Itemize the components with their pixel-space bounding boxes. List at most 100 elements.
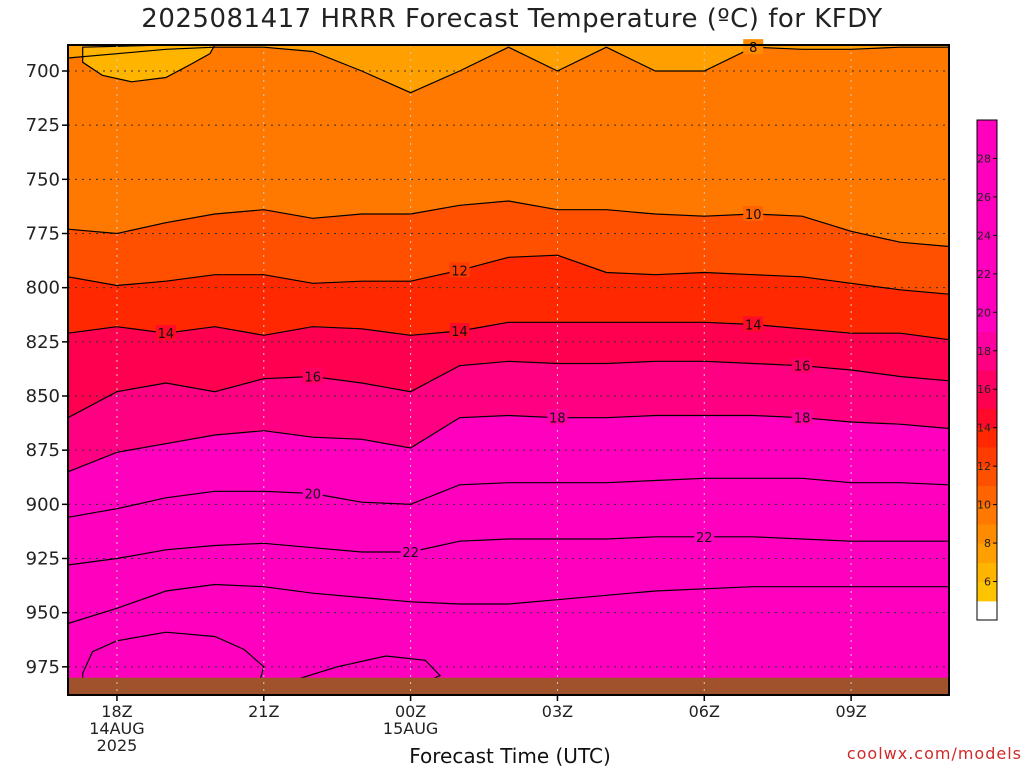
y-axis: 700 725 750 775 800 825 850 875 900 925 950 975 xyxy=(26,61,68,678)
isotherm-label-bg xyxy=(743,206,764,221)
isotherm-22 xyxy=(67,536,949,566)
colorbar-tick-label: 8 xyxy=(984,537,991,550)
colorbar-swatch xyxy=(977,446,997,467)
isotherm-8 xyxy=(67,46,949,94)
colorbar-tick-label: 6 xyxy=(984,576,991,589)
colorbar-frame xyxy=(976,119,998,621)
isotherm-14 xyxy=(67,321,950,341)
isotherm-label-bg xyxy=(743,316,764,332)
x-tick-label: 18Z xyxy=(101,702,132,721)
colorbar-swatch xyxy=(977,370,997,390)
y-tick-label: 800 xyxy=(26,278,60,299)
y-tick-label: 875 xyxy=(26,440,60,461)
y-tick-label: 925 xyxy=(26,549,60,570)
colorbar-swatch xyxy=(977,293,997,313)
colorbar-swatch xyxy=(977,273,997,294)
colorbar-swatch xyxy=(977,350,997,371)
y-tick-label: 825 xyxy=(26,332,60,353)
x-tick-label: 2025 xyxy=(97,736,138,755)
isotherm-label: 14 xyxy=(158,327,175,342)
colorbar-swatch xyxy=(977,312,997,333)
isotherm-12 xyxy=(67,254,950,295)
isotherm-20 xyxy=(67,477,950,518)
isotherm-labels: 8 10 12 14 14 14 16 16 18 18 20 22 22 xyxy=(155,39,813,561)
y-tick-label: 700 xyxy=(26,61,60,82)
isotherm-label: 22 xyxy=(696,531,713,546)
y-tick-label: 725 xyxy=(26,115,60,136)
colorbar-tick-label: 24 xyxy=(977,229,991,242)
isotherm-label-bg xyxy=(155,325,176,341)
x-tick-label: 03Z xyxy=(542,702,573,721)
surface-bar xyxy=(68,677,949,695)
colorbar-swatch xyxy=(977,389,997,410)
colorbar-swatch xyxy=(977,408,997,429)
colorbar-swatch xyxy=(977,427,997,448)
x-tick-label: 14AUG xyxy=(89,719,144,738)
x-tick-label: 00Z xyxy=(395,702,426,721)
x-tick-label: 06Z xyxy=(689,702,720,721)
y-tick-label: 950 xyxy=(26,603,60,624)
isotherm-label-bg xyxy=(449,323,470,338)
colorbar-swatch xyxy=(977,235,997,256)
colorbar-tick-label: 10 xyxy=(977,499,991,512)
colorbar-swatch xyxy=(977,216,997,236)
y-tick-label: 750 xyxy=(26,169,60,190)
isotherm-label: 18 xyxy=(549,412,566,427)
isotherm-label: 12 xyxy=(451,264,468,279)
colorbar-swatch xyxy=(977,466,997,486)
colorbar-tick-label: 20 xyxy=(977,306,991,319)
isotherm-label-bg xyxy=(792,357,813,373)
x-tick-label: 09Z xyxy=(835,702,866,721)
colorbar-swatch xyxy=(977,504,997,525)
isotherm-label: 20 xyxy=(304,488,321,503)
isotherm-lines xyxy=(67,46,950,625)
colorbar-tick-label: 22 xyxy=(977,268,991,281)
isotherm-label: 18 xyxy=(794,412,811,427)
isotherm-label: 14 xyxy=(451,325,468,340)
temperature-bands xyxy=(68,44,949,695)
isotherm-label-bg xyxy=(792,409,813,425)
colorbar-swatch xyxy=(977,331,997,352)
colorbar-tick-label: 18 xyxy=(977,345,991,358)
x-tick-label: 15AUG xyxy=(383,719,438,738)
colorbar-swatch xyxy=(977,543,997,563)
colorbar-swatch xyxy=(977,523,997,544)
isotherm-label-bg xyxy=(302,368,323,384)
colorbar-swatch xyxy=(977,158,997,179)
isotherm-label: 14 xyxy=(745,319,762,334)
isotherm-label-bg xyxy=(449,262,470,278)
colorbar-swatch xyxy=(977,254,997,275)
y-tick-label: 975 xyxy=(26,657,60,678)
colorbar-swatch xyxy=(977,485,997,506)
colorbar: 6 8 10 12 14 16 18 20 22 24 26 28 xyxy=(976,119,998,621)
chart-title: 2025081417 HRRR Forecast Temperature (ºC… xyxy=(141,4,883,34)
colorbar-swatch xyxy=(977,177,997,198)
y-tick-label: 900 xyxy=(26,494,60,515)
isotherm-label: 8 xyxy=(749,41,757,56)
plot-frame xyxy=(67,44,950,696)
y-tick-label: 850 xyxy=(26,386,60,407)
isotherm-label: 16 xyxy=(794,360,811,375)
colorbar-swatch xyxy=(977,139,997,160)
colorbar-swatch xyxy=(977,120,997,140)
isotherm-label: 16 xyxy=(304,371,321,386)
colorbar-tick-label: 16 xyxy=(977,383,991,396)
band-fill xyxy=(68,584,949,695)
colorbar-swatch xyxy=(977,562,997,583)
colorbar-tick-label: 14 xyxy=(977,422,991,435)
isotherm-label-bg xyxy=(302,485,323,501)
isotherm-label-bg xyxy=(694,528,715,544)
isotherm-label-bg xyxy=(743,39,764,55)
y-tick-label: 775 xyxy=(26,224,60,245)
x-tick-label: 21Z xyxy=(248,702,279,721)
isotherm-label-bg xyxy=(547,409,568,425)
isotherm-24 xyxy=(67,583,949,625)
isotherm-10 xyxy=(67,200,950,248)
x-axis-label: Forecast Time (UTC) xyxy=(409,744,611,768)
colorbar-tick-label: 28 xyxy=(977,152,991,165)
colorbar-swatch xyxy=(977,581,997,602)
site-credit: coolwx.com/models xyxy=(846,744,1022,763)
surface-terrain xyxy=(68,677,949,695)
